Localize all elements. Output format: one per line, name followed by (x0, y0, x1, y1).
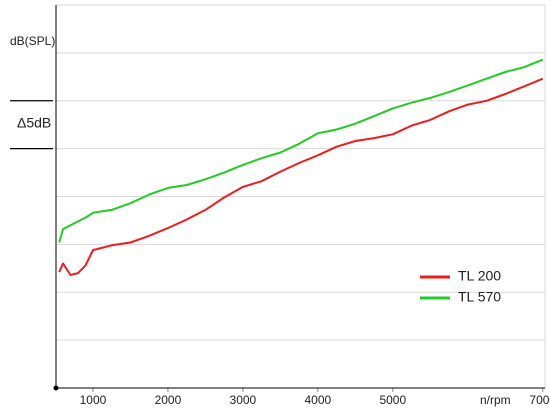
x-tick-label: 4000 (305, 393, 332, 407)
data-line (58, 58, 544, 243)
origin-dot (53, 385, 59, 391)
y-axis-label: dB(SPL) (10, 34, 55, 48)
x-axis-label: n/rpm (480, 393, 511, 407)
x-tick-label: 1000 (80, 393, 107, 407)
x-tick-label: 2000 (155, 393, 182, 407)
x-tick-label: 3000 (230, 393, 257, 407)
legend-label: TL 200 (458, 268, 501, 284)
scale-label: Δ5dB (17, 115, 51, 131)
x-tick-label: 5000 (379, 393, 406, 407)
data-line (58, 77, 544, 276)
legend-label: TL 570 (458, 289, 501, 305)
x-tick-label: 7000 (529, 393, 550, 407)
